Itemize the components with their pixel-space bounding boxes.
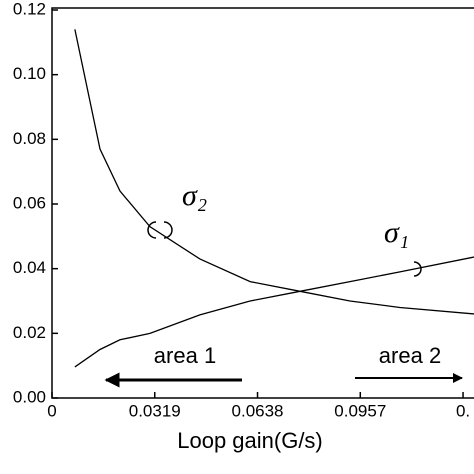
plot-frame: [51, 7, 474, 399]
x-axis-title: Loop gain(G/s): [177, 428, 323, 453]
series-line: [74, 256, 474, 368]
x-tick-label: 0.0957: [334, 401, 386, 420]
label-marker: [147, 221, 173, 239]
y-tick-label: 0.00: [13, 387, 46, 406]
y-tick-label: 0.08: [13, 129, 46, 148]
series-label: σ₁: [384, 216, 409, 249]
series-line: [74, 29, 474, 315]
annotation: area 2: [379, 343, 441, 368]
y-tick-label: 0.02: [13, 323, 46, 342]
x-tick-label: 0.: [456, 401, 470, 420]
x-tick-label: 0.0638: [232, 401, 284, 420]
x-tick-label: 0.0319: [129, 401, 181, 420]
y-tick-label: 0.10: [13, 64, 46, 83]
y-tick-label: 0.04: [13, 258, 46, 277]
label-marker: [413, 261, 422, 277]
y-tick-label: 0.12: [13, 0, 46, 18]
series-label: σ₂: [182, 179, 207, 212]
annotation: area 1: [154, 343, 216, 368]
x-tick-label: 0: [47, 401, 56, 420]
y-tick-label: 0.06: [13, 193, 46, 212]
